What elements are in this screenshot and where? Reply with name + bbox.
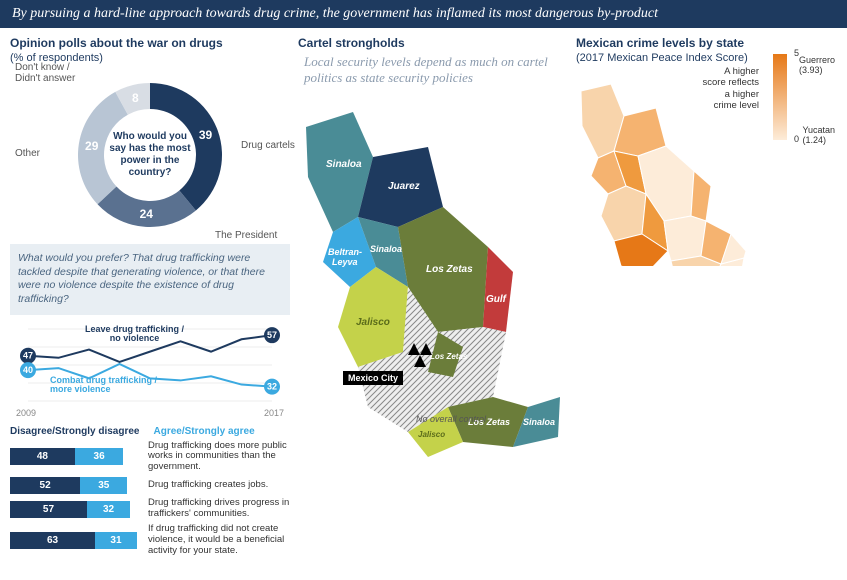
content: Opinion polls about the war on drugs (% … [0, 28, 847, 569]
svg-text:Juarez: Juarez [388, 181, 420, 192]
callout-high: Guerrero(3.93) [799, 56, 835, 76]
svg-text:Sinaloa: Sinaloa [370, 244, 402, 254]
hbar-group: 4836Drug trafficking does more public wo… [10, 441, 290, 557]
hbar-row: 6331If drug trafficking did not create v… [10, 524, 290, 557]
svg-text:Jalisco: Jalisco [356, 317, 390, 328]
donut-chart: 39 24 29 8 Who would you say has the most p… [65, 70, 235, 240]
no-control-label: No overall control [416, 414, 486, 424]
donut-center-text: Who would you say has the most power in … [106, 131, 194, 179]
svg-text:Sinaloa: Sinaloa [523, 417, 555, 427]
hbar-row: 5235Drug trafficking creates jobs. [10, 477, 290, 494]
question-box: What would you prefer? That drug traffic… [10, 244, 290, 315]
donut-label-other: Other [15, 148, 40, 159]
right-note: A higher score reflects a higher crime l… [699, 66, 759, 112]
donut-label-dk: Don't know /Didn't answer [15, 62, 75, 84]
hbar-legend: Disagree/Strongly disagree Agree/Strongl… [10, 426, 290, 437]
svg-text:Gulf: Gulf [486, 294, 508, 305]
svg-text:40: 40 [23, 365, 33, 375]
donut-label-president: The President [215, 230, 277, 241]
hbar-row: 4836Drug trafficking does more public wo… [10, 441, 290, 474]
scale-min: 0 [794, 134, 799, 144]
x-start: 2009 [16, 408, 36, 418]
svg-text:29: 29 [85, 139, 99, 153]
hbar-row: 5732Drug trafficking drives progress in … [10, 498, 290, 520]
header-bar: By pursuing a hard-line approach towards… [0, 0, 847, 28]
svg-text:Los Zetas: Los Zetas [426, 264, 473, 275]
callout-low: Yucatan(1.24) [802, 126, 835, 146]
svg-text:57: 57 [267, 330, 277, 340]
mid-title: Cartel strongholds [298, 36, 568, 50]
legend-agree: Agree/Strongly agree [154, 426, 255, 437]
legend-disagree: Disagree/Strongly disagree [10, 426, 140, 437]
mid-subtitle: Local security levels depend as much on … [298, 54, 568, 87]
col-left: Opinion polls about the war on drugs (% … [10, 36, 290, 561]
right-subtitle: (2017 Mexican Peace Index Score) [576, 52, 831, 64]
x-end: 2017 [264, 408, 284, 418]
svg-text:32: 32 [267, 381, 277, 391]
col-mid: Cartel strongholds Local security levels… [298, 36, 568, 561]
line-chart: 47 57 40 32 Leave drug trafficking /no viol… [10, 321, 290, 416]
svg-text:Sinaloa: Sinaloa [326, 159, 362, 170]
svg-text:8: 8 [132, 91, 139, 105]
left-title: Opinion polls about the war on drugs [10, 36, 290, 50]
donut-label-cartels: Drug cartels [241, 140, 295, 151]
line-label-leave: Leave drug trafficking /no violence [85, 325, 184, 345]
cartel-map: Sinaloa Juarez Beltran- Leyva Sinaloa Lo… [298, 97, 568, 527]
city-label: Mexico City [343, 371, 403, 385]
svg-text:47: 47 [23, 350, 33, 360]
svg-text:24: 24 [140, 207, 154, 221]
svg-text:Los Zetas: Los Zetas [430, 352, 468, 361]
svg-text:39: 39 [199, 128, 213, 142]
svg-text:Beltran-: Beltran- [328, 247, 362, 257]
svg-text:Leyva: Leyva [332, 257, 358, 267]
col-right: Mexican crime levels by state (2017 Mexi… [576, 36, 831, 561]
svg-text:Jalisco: Jalisco [418, 430, 445, 439]
scale-bar [773, 54, 787, 145]
right-title: Mexican crime levels by state [576, 36, 831, 50]
line-label-combat: Combat drug trafficking /more violence [50, 376, 157, 396]
